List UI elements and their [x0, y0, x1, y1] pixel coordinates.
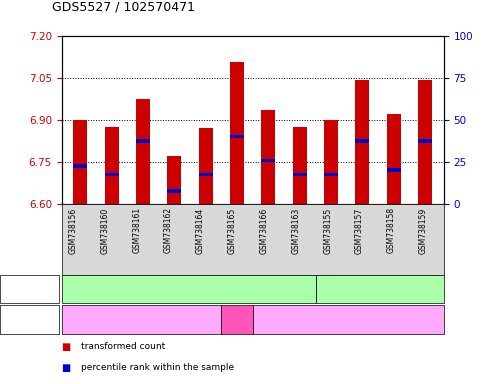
- Text: rhabdomyosarcoma tumor: rhabdomyosarcoma tumor: [320, 285, 440, 293]
- Bar: [418, 79, 432, 204]
- Bar: [292, 127, 307, 204]
- Text: tissue: tissue: [5, 284, 34, 294]
- Text: GSM738161: GSM738161: [132, 207, 141, 253]
- Text: ▶: ▶: [39, 314, 47, 325]
- Text: strain: strain: [5, 314, 33, 325]
- Text: GSM738157: GSM738157: [355, 207, 364, 253]
- Bar: [292, 173, 307, 176]
- Bar: [73, 164, 87, 167]
- Bar: [261, 110, 276, 204]
- Text: GSM738159: GSM738159: [419, 207, 428, 253]
- Bar: [167, 189, 181, 193]
- Text: GSM738160: GSM738160: [101, 207, 109, 253]
- Text: GSM738166: GSM738166: [260, 207, 269, 253]
- Bar: [230, 61, 244, 204]
- Text: transformed count: transformed count: [81, 342, 166, 351]
- Text: A/J: A/J: [136, 315, 147, 324]
- Bar: [167, 156, 181, 204]
- Bar: [199, 128, 213, 204]
- Text: percentile rank within the sample: percentile rank within the sample: [81, 363, 235, 372]
- Bar: [73, 120, 87, 204]
- Bar: [105, 173, 119, 176]
- Text: A/J: A/J: [342, 315, 354, 324]
- Text: BALB
/c: BALB /c: [225, 310, 248, 329]
- Text: GSM738164: GSM738164: [196, 207, 205, 253]
- Bar: [387, 114, 401, 204]
- Bar: [324, 173, 338, 176]
- Bar: [261, 159, 276, 162]
- Bar: [418, 139, 432, 142]
- Bar: [387, 169, 401, 172]
- Bar: [355, 79, 369, 204]
- Text: ■: ■: [62, 342, 71, 352]
- Bar: [105, 127, 119, 204]
- Text: GSM738162: GSM738162: [164, 207, 173, 253]
- Bar: [199, 173, 213, 176]
- Text: ▶: ▶: [39, 284, 47, 294]
- Text: ■: ■: [62, 363, 71, 373]
- Bar: [324, 120, 338, 204]
- Text: GDS5527 / 102570471: GDS5527 / 102570471: [52, 0, 195, 13]
- Text: GSM738155: GSM738155: [323, 207, 332, 253]
- Bar: [355, 139, 369, 142]
- Text: control: control: [173, 285, 205, 293]
- Text: GSM738165: GSM738165: [228, 207, 237, 253]
- Bar: [136, 139, 150, 142]
- Text: GSM738158: GSM738158: [387, 207, 396, 253]
- Bar: [230, 135, 244, 138]
- Text: GSM738156: GSM738156: [69, 207, 77, 253]
- Text: GSM738163: GSM738163: [291, 207, 300, 253]
- Bar: [136, 99, 150, 204]
